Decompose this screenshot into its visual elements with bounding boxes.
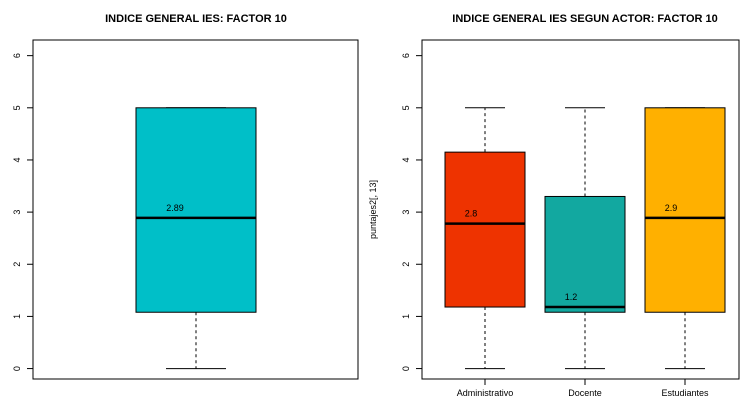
y-tick-label: 4 xyxy=(401,157,411,162)
y-tick-label: 3 xyxy=(12,210,22,215)
chart-title: INDICE GENERAL IES: FACTOR 10 xyxy=(105,13,287,25)
box-2: 1.2 Docente xyxy=(544,107,626,397)
median-label: 1.2 xyxy=(565,292,578,302)
box-1: 2.89 xyxy=(135,107,257,370)
x-tick-label: Docente xyxy=(568,388,602,397)
y-tick-label: 5 xyxy=(12,105,22,110)
box-iqr xyxy=(444,151,526,308)
y-tick-label: 3 xyxy=(401,210,411,215)
box-iqr xyxy=(544,195,626,313)
box-1: 2.8 Administrativo xyxy=(444,107,526,397)
y-tick-label: 6 xyxy=(401,53,411,58)
plot-frame xyxy=(32,39,359,380)
median-label: 2.8 xyxy=(465,209,478,219)
median-label: 2.89 xyxy=(166,203,184,213)
chart-title: INDICE GENERAL IES SEGUN ACTOR: FACTOR 1… xyxy=(452,13,717,25)
chart-panel-1: INDICE GENERAL IES: FACTOR 10 0 1 2 3 4 5 6 2.89 xyxy=(12,13,359,380)
y-tick-label: 1 xyxy=(12,314,22,319)
chart-panel-2: INDICE GENERAL IES SEGUN ACTOR: FACTOR 1… xyxy=(368,13,740,397)
y-tick-label: 0 xyxy=(401,366,411,371)
box-iqr xyxy=(135,107,257,313)
y-axis-label: puntajes2[, 13] xyxy=(368,180,378,239)
box-3: 2.9 Estudiantes xyxy=(644,107,726,397)
y-tick-label: 5 xyxy=(401,105,411,110)
y-tick-label: 0 xyxy=(12,366,22,371)
y-tick-label: 6 xyxy=(12,53,22,58)
median-label: 2.9 xyxy=(665,203,678,213)
plot-frame xyxy=(421,39,740,380)
box-iqr xyxy=(644,107,726,313)
x-tick-label: Estudiantes xyxy=(661,388,709,397)
y-tick-label: 2 xyxy=(12,262,22,267)
y-tick-label: 1 xyxy=(401,314,411,319)
x-tick-label: Administrativo xyxy=(457,388,514,397)
y-tick-label: 4 xyxy=(12,157,22,162)
y-tick-label: 2 xyxy=(401,262,411,267)
